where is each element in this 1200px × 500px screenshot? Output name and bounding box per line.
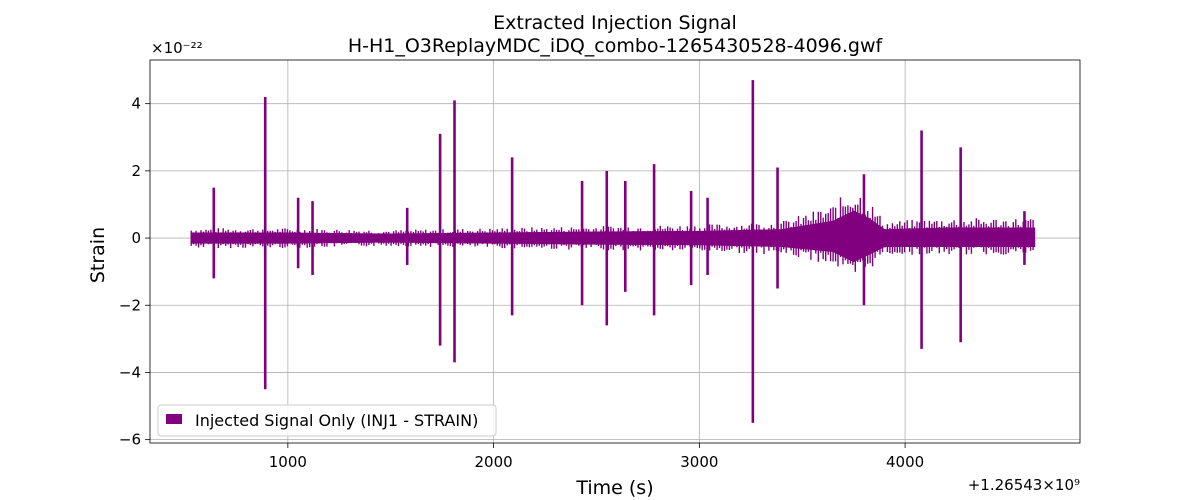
legend-label: Injected Signal Only (INJ1 - STRAIN) (195, 411, 478, 430)
chart-title: Extracted Injection Signal (493, 12, 737, 34)
x-tick-label: 2000 (475, 453, 513, 471)
x-tick-label: 4000 (886, 453, 924, 471)
x-tick-label: 3000 (680, 453, 718, 471)
legend-swatch (166, 414, 182, 424)
y-tick-label: −6 (119, 431, 141, 449)
grid (150, 60, 1080, 443)
y-tick-label: 4 (131, 95, 141, 113)
y-scale-factor: ×10⁻²² (151, 39, 203, 57)
legend-box (157, 404, 497, 437)
plot-frame (149, 59, 1081, 444)
y-axis-label: Strain (87, 227, 109, 283)
y-tick-label: −2 (119, 296, 141, 314)
x-axis-label: Time (s) (575, 477, 653, 499)
signal-plot (190, 80, 1036, 423)
legend: Injected Signal Only (INJ1 - STRAIN) (157, 404, 497, 437)
x-tick-label: 1000 (269, 453, 307, 471)
y-tick-label: −4 (119, 363, 141, 381)
chart-subtitle: H-H1_O3ReplayMDC_iDQ_combo-1265430528-40… (348, 35, 884, 57)
y-tick-label: 2 (131, 162, 141, 180)
axis-ticks: 1000 2000 3000 4000 −6 −4 −2 0 2 4 (119, 95, 924, 471)
x-offset-label: +1.26543×10⁹ (968, 476, 1080, 494)
y-tick-label: 0 (131, 229, 141, 247)
